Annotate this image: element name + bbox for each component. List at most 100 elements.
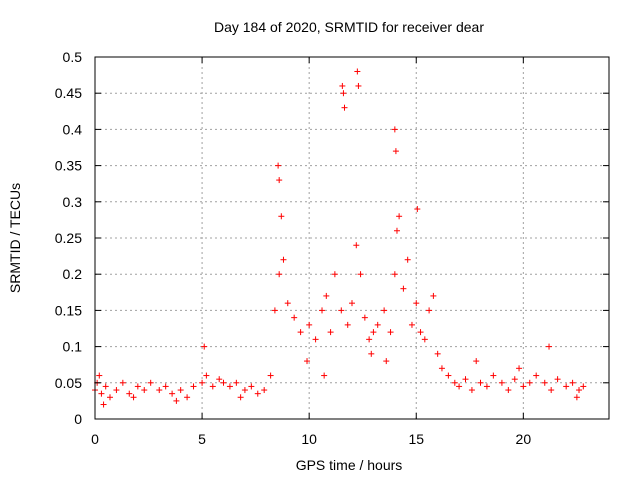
- data-point: [276, 177, 283, 184]
- data-point: [408, 321, 415, 328]
- data-point: [546, 343, 553, 350]
- data-point: [331, 271, 338, 278]
- x-tick-label: 20: [516, 431, 532, 447]
- data-point: [349, 300, 355, 307]
- y-tick-label: 0.45: [55, 85, 82, 101]
- data-point: [426, 307, 433, 314]
- data-point: [209, 383, 216, 390]
- data-point: [169, 390, 176, 397]
- data-point: [306, 321, 313, 328]
- data-point: [327, 329, 334, 336]
- x-tick-label: 10: [301, 431, 317, 447]
- data-point: [374, 321, 381, 328]
- data-point: [284, 300, 291, 307]
- data-point: [366, 336, 373, 343]
- grid-lines: [95, 57, 609, 419]
- data-point: [361, 314, 368, 321]
- data-point: [434, 350, 441, 357]
- data-point: [280, 256, 287, 263]
- data-point: [393, 227, 400, 234]
- x-tick-label: 15: [408, 431, 424, 447]
- data-point: [323, 292, 330, 299]
- data-point: [319, 307, 326, 314]
- data-point: [291, 314, 298, 321]
- data-point: [477, 379, 484, 386]
- data-point: [156, 387, 163, 394]
- data-point: [130, 394, 137, 401]
- data-point: [438, 365, 445, 372]
- data-point: [357, 271, 364, 278]
- data-point: [271, 307, 278, 314]
- data-point: [338, 307, 345, 314]
- data-point: [312, 336, 319, 343]
- data-point: [216, 376, 223, 383]
- data-point: [576, 387, 583, 394]
- y-axis-tick-labels: 0 0.05 0.1 0.15 0.2 0.25 0.3 0.35 0.4 0.45 0.5: [55, 49, 82, 427]
- x-tick-label: 5: [198, 431, 206, 447]
- data-point: [102, 383, 109, 390]
- x-axis-tick-labels: 0 5 10 15 20: [91, 431, 531, 447]
- data-point: [520, 383, 527, 390]
- data-point: [126, 390, 133, 397]
- data-point: [190, 383, 197, 390]
- data-point: [199, 379, 206, 386]
- y-tick-label: 0.3: [63, 194, 83, 210]
- data-point: [404, 256, 411, 263]
- y-tick-label: 0.05: [55, 375, 82, 391]
- data-point: [451, 379, 458, 386]
- data-point: [173, 397, 180, 404]
- data-point: [177, 387, 184, 394]
- data-point: [554, 376, 561, 383]
- data-point: [526, 379, 533, 386]
- x-tick-label: 0: [91, 431, 99, 447]
- data-point: [414, 206, 421, 213]
- data-point: [541, 379, 548, 386]
- y-axis-label: SRMTID / TECUs: [7, 183, 23, 293]
- data-point: [498, 379, 505, 386]
- data-point: [297, 329, 304, 336]
- data-point: [304, 358, 311, 365]
- data-point: [511, 376, 518, 383]
- data-point: [220, 379, 227, 386]
- data-point: [490, 372, 497, 379]
- data-point: [483, 383, 490, 390]
- y-tick-label: 0.4: [63, 121, 83, 137]
- data-point: [354, 68, 361, 75]
- data-point: [381, 307, 388, 314]
- data-point: [113, 387, 120, 394]
- data-point: [344, 321, 351, 328]
- data-point: [96, 372, 103, 379]
- x-axis-label: GPS time / hours: [296, 457, 403, 473]
- data-point: [261, 387, 268, 394]
- y-tick-label: 0.1: [63, 339, 83, 355]
- data-point: [339, 82, 346, 89]
- data-point: [353, 242, 360, 249]
- data-point: [341, 104, 348, 111]
- data-point: [278, 213, 285, 220]
- data-point: [421, 336, 428, 343]
- data-point: [98, 390, 105, 397]
- data-point: [355, 82, 362, 89]
- data-point: [254, 390, 261, 397]
- data-point: [106, 394, 113, 401]
- data-point: [201, 343, 208, 350]
- data-point: [248, 383, 255, 390]
- data-point: [569, 379, 576, 386]
- y-tick-label: 0.2: [63, 266, 83, 282]
- data-point: [533, 372, 540, 379]
- data-point: [391, 126, 398, 133]
- data-point: [580, 383, 587, 390]
- data-point: [392, 148, 399, 155]
- data-point: [516, 365, 523, 372]
- y-tick-label: 0.15: [55, 302, 82, 318]
- data-point: [417, 329, 424, 336]
- y-tick-label: 0.5: [63, 49, 83, 65]
- data-point: [573, 394, 580, 401]
- axis-ticks: [94, 56, 609, 420]
- data-point: [456, 383, 463, 390]
- data-point: [162, 383, 169, 390]
- data-point: [141, 387, 148, 394]
- data-point: [134, 383, 141, 390]
- y-tick-label: 0.35: [55, 158, 82, 174]
- data-point: [396, 213, 403, 220]
